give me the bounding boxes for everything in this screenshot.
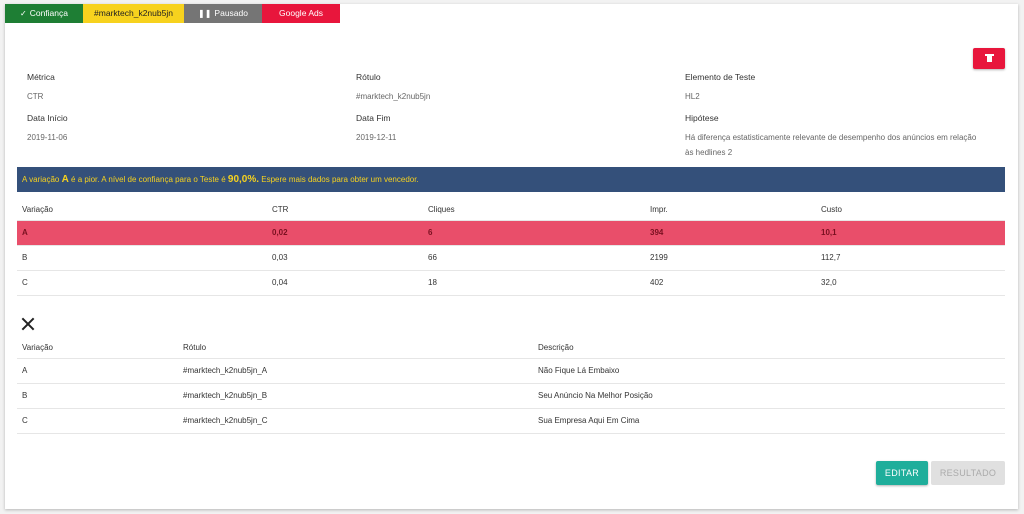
results-cell: C <box>17 270 267 296</box>
hypothesis-value: Há diferença estatisticamente relevante … <box>685 133 977 157</box>
results-cell: 402 <box>645 270 816 296</box>
results-cell: 10,1 <box>816 220 1005 246</box>
result-banner: A variação A é a pior. A nível de confia… <box>17 167 1005 192</box>
start-date-value: 2019-11-06 <box>27 133 68 142</box>
edit-button[interactable]: EDITAR <box>876 461 928 485</box>
variants-header-row: Variação Rótulo Descrição <box>17 337 1005 359</box>
results-header-cell: Cliques <box>423 200 645 221</box>
results-header-cell: Variação <box>17 200 267 221</box>
hashtag-tag: #marktech_k2nub5jn <box>83 4 184 23</box>
variants-header-cell: Descrição <box>533 337 1005 359</box>
results-cell: B <box>17 245 267 271</box>
pause-icon: ❚❚ <box>198 9 212 18</box>
result-button[interactable]: RESULTADO <box>931 461 1005 485</box>
rotulo-label: Rótulo <box>356 72 381 82</box>
end-date-value: 2019-12-11 <box>356 133 397 142</box>
variants-cell: #marktech_k2nub5jn_B <box>178 383 533 409</box>
status-tag-label: Pausado <box>214 8 248 18</box>
results-row: B 0,03 66 2199 112,7 <box>17 245 1005 271</box>
results-header-row: Variação CTR Cliques Impr. Custo <box>17 200 1005 221</box>
metric-label: Métrica <box>27 72 55 82</box>
results-header-cell: Impr. <box>645 200 816 221</box>
end-date-field: Data Fim 2019-12-11 <box>356 113 396 145</box>
results-cell: A <box>17 220 267 246</box>
results-row-worst: A 0,02 6 394 10,1 <box>17 220 1005 246</box>
results-cell: 2199 <box>645 245 816 271</box>
test-element-value: HL2 <box>685 92 700 101</box>
confidence-tag-label: Confiança <box>29 8 68 18</box>
start-date-label: Data Início <box>27 113 68 123</box>
trash-icon <box>984 54 994 63</box>
results-cell: 112,7 <box>816 245 1005 271</box>
tag-bar: ✓ Confiança #marktech_k2nub5jn ❚❚ Pausado … <box>5 4 340 23</box>
results-cell: 0,04 <box>267 270 423 296</box>
platform-tag: Google Ads <box>262 4 340 23</box>
close-icon[interactable] <box>21 317 35 331</box>
variants-cell: #marktech_k2nub5jn_C <box>178 408 533 434</box>
banner-confidence: 90,0%. <box>227 174 260 185</box>
rotulo-value: #marktech_k2nub5jn <box>356 92 431 101</box>
banner-text-pre: A variação <box>22 175 62 184</box>
test-element-label: Elemento de Teste <box>685 72 756 82</box>
variants-cell: Sua Empresa Aqui Em Cima <box>533 408 1005 434</box>
metric-value: CTR <box>27 92 44 101</box>
test-card: ✓ Confiança #marktech_k2nub5jn ❚❚ Pausado … <box>5 4 1018 509</box>
banner-text-post: Espere mais dados para obter um vencedor… <box>259 175 419 184</box>
variants-header-cell: Variação <box>17 337 178 359</box>
metric-field: Métrica CTR <box>27 72 55 104</box>
test-element-field: Elemento de Teste HL2 <box>685 72 755 104</box>
check-icon: ✓ <box>20 9 27 18</box>
results-cell: 0,03 <box>267 245 423 271</box>
variants-cell: A <box>17 358 178 384</box>
variants-cell: C <box>17 408 178 434</box>
variants-cell: #marktech_k2nub5jn_A <box>178 358 533 384</box>
results-cell: 66 <box>423 245 645 271</box>
results-header-cell: CTR <box>267 200 423 221</box>
results-header-cell: Custo <box>816 200 1005 221</box>
variants-cell: B <box>17 383 178 409</box>
banner-text-mid: é a pior. A nível de confiança para o Te… <box>68 175 228 184</box>
rotulo-field: Rótulo #marktech_k2nub5jn <box>356 72 430 104</box>
variants-row: A #marktech_k2nub5jn_A Não Fique Lá Emba… <box>17 358 1005 384</box>
results-row: C 0,04 18 402 32,0 <box>17 270 1005 296</box>
variants-cell: Seu Anúncio Na Melhor Posição <box>533 383 1005 409</box>
start-date-field: Data Início 2019-11-06 <box>27 113 68 145</box>
delete-button[interactable] <box>973 48 1005 69</box>
variants-table: Variação Rótulo Descrição A #marktech_k2… <box>17 337 1005 434</box>
hypothesis-label: Hipótese <box>685 113 719 123</box>
variants-header-cell: Rótulo <box>178 337 533 359</box>
variants-row: B #marktech_k2nub5jn_B Seu Anúncio Na Me… <box>17 383 1005 409</box>
variants-cell: Não Fique Lá Embaixo <box>533 358 1005 384</box>
results-cell: 6 <box>423 220 645 246</box>
results-cell: 18 <box>423 270 645 296</box>
status-tag: ❚❚ Pausado <box>184 4 262 23</box>
variants-row: C #marktech_k2nub5jn_C Sua Empresa Aqui … <box>17 408 1005 434</box>
results-cell: 32,0 <box>816 270 1005 296</box>
confidence-tag: ✓ Confiança <box>5 4 83 23</box>
results-table: Variação CTR Cliques Impr. Custo A 0,02 … <box>17 200 1005 296</box>
banner-variant: A <box>61 174 69 185</box>
hypothesis-field: Hipótese Há diferença estatisticamente r… <box>685 113 985 160</box>
results-cell: 394 <box>645 220 816 246</box>
results-cell: 0,02 <box>267 220 423 246</box>
end-date-label: Data Fim <box>356 113 391 123</box>
